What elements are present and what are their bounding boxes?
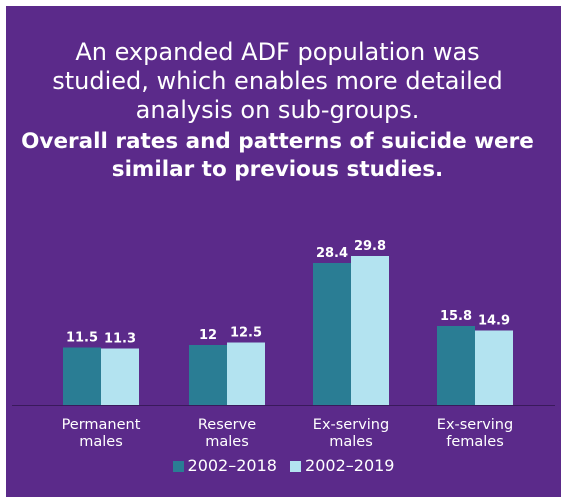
category-label-1-1: males [205, 434, 249, 450]
legend-swatch-2002-2019 [290, 461, 302, 472]
legend-swatch-2002-2018 [172, 461, 184, 472]
category-label-2-0: Ex-serving [313, 417, 389, 433]
category-label-3-1: females [446, 434, 504, 450]
bar-2002-2019-0 [101, 348, 139, 405]
data-label-2002-2018-0: 11.5 [66, 331, 98, 346]
bar-2002-2019-2 [351, 256, 389, 405]
legend: 2002–2018 2002–2019 [0, 456, 567, 475]
category-label-1-0: Reserve [198, 417, 256, 433]
bar-2002-2019-1 [227, 342, 265, 405]
data-label-2002-2018-1: 12 [199, 328, 217, 343]
data-label-2002-2018-2: 28.4 [316, 246, 348, 261]
category-label-3-0: Ex-serving [437, 417, 513, 433]
category-label-0-0: Permanent [62, 417, 141, 433]
headline-emphasis: Overall rates and patterns of suicide we… [21, 129, 534, 182]
legend-item-2002-2018: 2002–2018 [172, 456, 277, 475]
bar-2002-2018-1 [189, 345, 227, 405]
headline: An expanded ADF population was studied, … [0, 38, 555, 184]
data-label-2002-2019-2: 29.8 [354, 239, 386, 254]
bar-2002-2018-3 [437, 326, 475, 405]
data-label-2002-2019-0: 11.3 [104, 332, 136, 347]
legend-label-2002-2018: 2002–2018 [187, 456, 277, 475]
bar-2002-2019-3 [475, 330, 513, 405]
bar-2002-2018-2 [313, 263, 351, 405]
category-label-0-1: males [79, 434, 123, 450]
bar-2002-2018-0 [63, 347, 101, 405]
headline-lead: An expanded ADF population was studied, … [52, 38, 503, 124]
data-label-2002-2019-1: 12.5 [230, 326, 262, 341]
legend-label-2002-2019: 2002–2019 [305, 456, 395, 475]
legend-item-2002-2019: 2002–2019 [290, 456, 394, 475]
data-label-2002-2018-3: 15.8 [440, 309, 472, 324]
data-label-2002-2019-3: 14.9 [478, 314, 510, 329]
category-label-2-1: males [329, 434, 373, 450]
infographic-panel [6, 6, 561, 497]
